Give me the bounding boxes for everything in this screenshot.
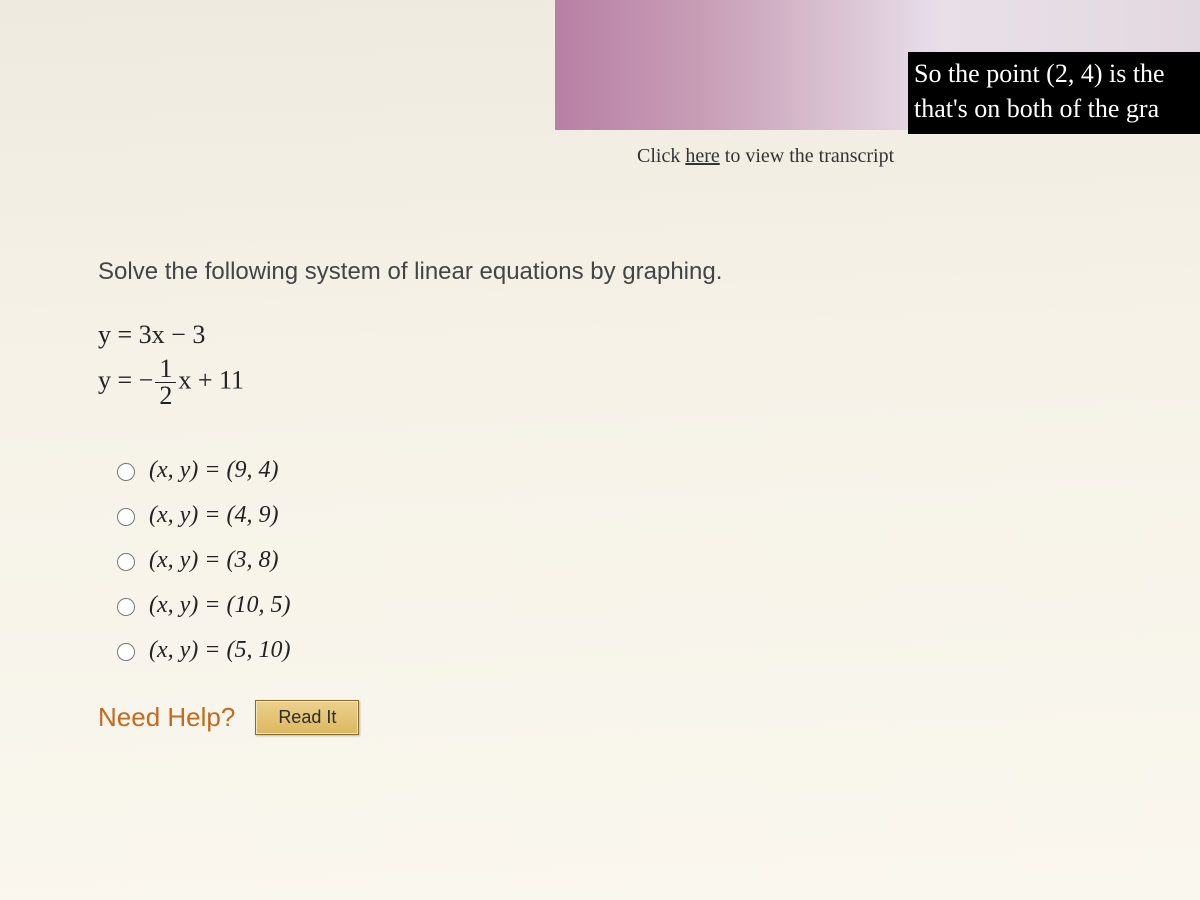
eq2-fraction: 12 [155,356,176,409]
equation-1: y = 3x − 3 [98,320,1160,350]
transcript-line: Click here to view the transcript [637,145,894,168]
transcript-suffix: to view the transcript [720,145,894,167]
option-row[interactable]: (x, y) = (4, 9) [112,502,1160,529]
read-it-button[interactable]: Read It [255,700,359,735]
option-radio-0[interactable] [117,463,135,481]
page-root: So the point (2, 4) is the that's on bot… [0,0,1200,900]
help-row: Need Help? Read It [98,700,1160,735]
option-label: (x, y) = (5, 10) [149,637,290,664]
option-radio-4[interactable] [117,643,135,661]
transcript-link[interactable]: here [685,145,719,167]
eq2-frac-den: 2 [155,383,176,409]
caption-line-1: So the point (2, 4) is the [914,56,1196,91]
option-label: (x, y) = (4, 9) [149,502,278,529]
equations-block: y = 3x − 3 y = −12x + 11 [98,320,1160,409]
equation-2: y = −12x + 11 [98,356,1160,409]
caption-line-2: that's on both of the gra [914,91,1196,126]
option-label: (x, y) = (3, 8) [149,547,278,574]
option-row[interactable]: (x, y) = (10, 5) [112,592,1160,619]
option-radio-3[interactable] [117,598,135,616]
option-row[interactable]: (x, y) = (3, 8) [112,547,1160,574]
transcript-prefix: Click [637,145,685,167]
eq2-suffix: x + 11 [178,365,244,394]
answer-options: (x, y) = (9, 4) (x, y) = (4, 9) (x, y) =… [112,457,1160,664]
option-radio-2[interactable] [117,553,135,571]
question-prompt: Solve the following system of linear equ… [98,258,1160,286]
eq2-frac-num: 1 [155,356,176,383]
eq2-prefix: y = − [98,365,153,394]
option-row[interactable]: (x, y) = (5, 10) [112,637,1160,664]
option-label: (x, y) = (9, 4) [149,457,278,484]
option-row[interactable]: (x, y) = (9, 4) [112,457,1160,484]
question-content: Solve the following system of linear equ… [98,258,1160,735]
option-label: (x, y) = (10, 5) [149,592,290,619]
option-radio-1[interactable] [117,508,135,526]
need-help-label: Need Help? [98,702,235,733]
video-caption: So the point (2, 4) is the that's on bot… [908,52,1200,134]
